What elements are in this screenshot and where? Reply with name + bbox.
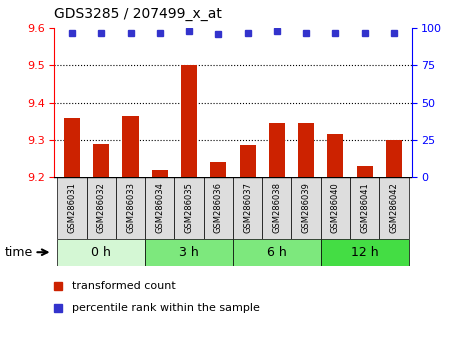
Text: GSM286040: GSM286040 — [331, 183, 340, 233]
Text: 3 h: 3 h — [179, 246, 199, 259]
Bar — [145, 177, 175, 239]
Bar — [239, 145, 255, 177]
Text: GSM286041: GSM286041 — [360, 183, 369, 233]
Text: GSM286036: GSM286036 — [214, 182, 223, 234]
Text: GSM286037: GSM286037 — [243, 182, 252, 234]
Bar — [269, 123, 285, 177]
Bar — [321, 239, 409, 266]
Text: 12 h: 12 h — [351, 246, 378, 259]
Text: GSM286039: GSM286039 — [302, 183, 311, 233]
Text: GSM286033: GSM286033 — [126, 182, 135, 234]
Bar — [93, 144, 109, 177]
Text: GSM286035: GSM286035 — [184, 183, 193, 233]
Text: GSM286031: GSM286031 — [68, 183, 77, 233]
Bar — [233, 177, 262, 239]
Bar — [386, 140, 402, 177]
Bar — [210, 162, 227, 177]
Bar — [175, 177, 204, 239]
Bar — [181, 65, 197, 177]
Bar — [298, 123, 314, 177]
Bar — [152, 170, 168, 177]
Text: GSM286038: GSM286038 — [272, 182, 281, 234]
Bar — [321, 177, 350, 239]
Bar — [57, 239, 145, 266]
Bar — [116, 177, 145, 239]
Bar — [357, 166, 373, 177]
Text: 6 h: 6 h — [267, 246, 287, 259]
Bar — [145, 239, 233, 266]
Text: time: time — [5, 246, 33, 259]
Text: 0 h: 0 h — [91, 246, 111, 259]
Bar — [327, 134, 343, 177]
Text: transformed count: transformed count — [72, 281, 176, 291]
Bar — [233, 239, 321, 266]
Bar — [57, 177, 87, 239]
Bar — [291, 177, 321, 239]
Bar — [64, 118, 80, 177]
Text: GDS3285 / 207499_x_at: GDS3285 / 207499_x_at — [54, 7, 222, 21]
Text: GSM286034: GSM286034 — [155, 183, 164, 233]
Bar — [262, 177, 291, 239]
Text: percentile rank within the sample: percentile rank within the sample — [72, 303, 260, 313]
Bar — [379, 177, 409, 239]
Text: GSM286042: GSM286042 — [389, 183, 398, 233]
Bar — [123, 116, 139, 177]
Text: GSM286032: GSM286032 — [97, 183, 106, 233]
Bar — [204, 177, 233, 239]
Bar — [87, 177, 116, 239]
Bar — [350, 177, 379, 239]
